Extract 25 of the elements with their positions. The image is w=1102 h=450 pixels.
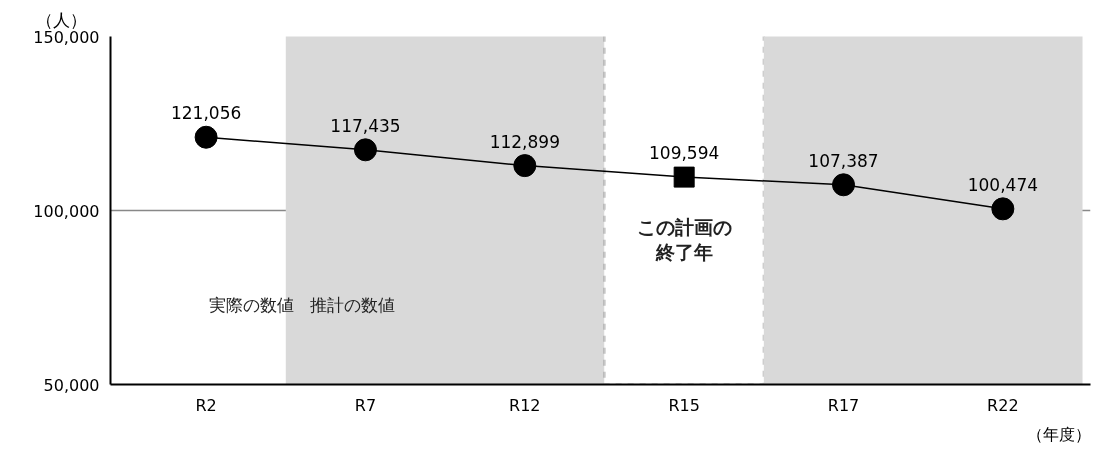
band-label: この計画の終了年 xyxy=(636,216,732,263)
point xyxy=(832,173,856,197)
point xyxy=(513,154,537,178)
x-tick-label: R2 xyxy=(195,395,217,415)
x-tick-label: R22 xyxy=(987,395,1019,415)
data-label: 112,899 xyxy=(489,131,560,152)
point xyxy=(991,197,1015,221)
x-tick-label: R7 xyxy=(354,395,377,415)
point xyxy=(673,166,695,188)
y-axis-title: （人） xyxy=(35,9,87,30)
x-tick-label: R12 xyxy=(509,395,541,415)
annotation: 実際の数値 xyxy=(208,294,294,315)
annotation: 推計の数値 xyxy=(309,294,395,315)
y-tick-label: 50,000 xyxy=(43,375,100,395)
y-tick-label: 100,000 xyxy=(33,201,100,221)
data-label: 117,435 xyxy=(330,115,401,136)
x-axis-title: （年度） xyxy=(1026,424,1091,444)
data-label: 109,594 xyxy=(649,143,720,164)
point xyxy=(353,138,377,162)
point xyxy=(194,125,218,149)
x-tick-label: R15 xyxy=(668,395,700,415)
data-label: 121,056 xyxy=(170,103,242,124)
x-tick-label: R17 xyxy=(827,395,860,415)
data-label: 100,474 xyxy=(967,174,1039,195)
data-label: 107,387 xyxy=(808,150,879,171)
